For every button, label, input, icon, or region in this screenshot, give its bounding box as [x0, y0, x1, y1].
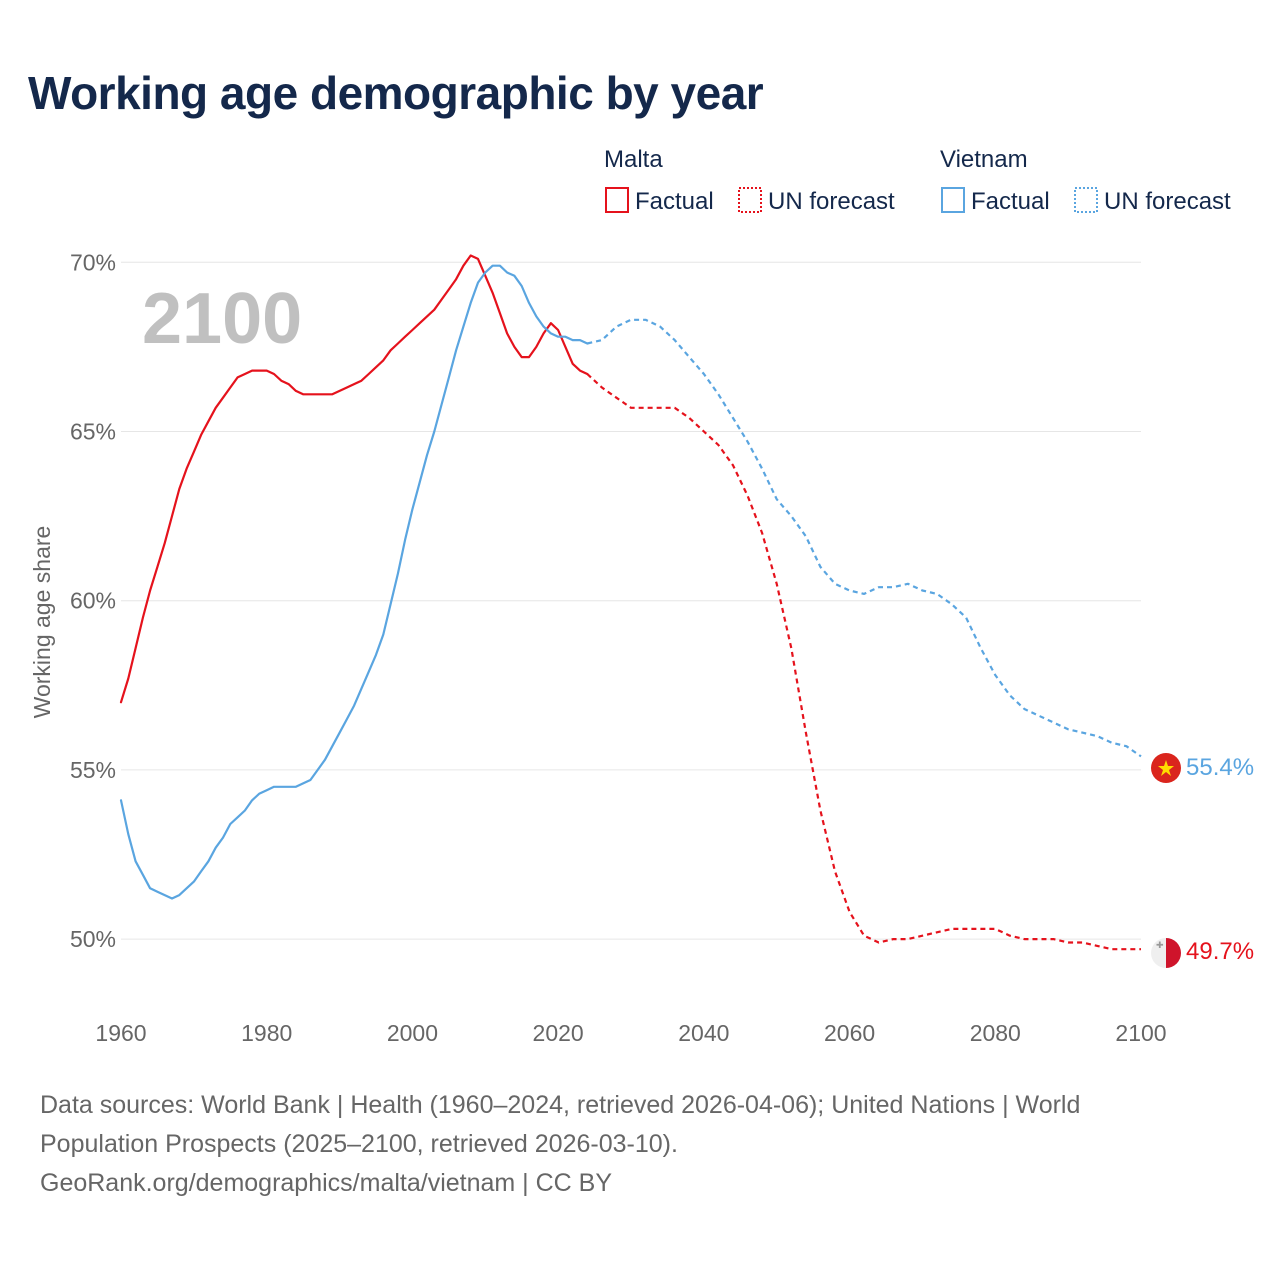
y-tick-label: 55%: [70, 757, 116, 783]
legend-swatch-vietnam-forecast: [1074, 187, 1098, 213]
year-watermark: 2100: [142, 279, 302, 359]
series-line-malta-forecast: [586, 373, 1141, 951]
end-label-malta: 49.7%: [1186, 938, 1254, 965]
x-tick-label: 2000: [387, 1020, 438, 1046]
series-line-vietnam-forecast: [587, 318, 1142, 758]
series-lines: [119, 254, 1142, 951]
x-tick-label: 2060: [824, 1020, 875, 1046]
x-tick-label: 2100: [1115, 1020, 1166, 1046]
x-axis-ticks: 1960 1980 2000 2020 2040 2060 2080 2100: [95, 1020, 1166, 1046]
x-tick-label: 2020: [533, 1020, 584, 1046]
svg-text:✚: ✚: [1156, 940, 1164, 950]
legend-label-malta-forecast: UN forecast: [768, 188, 895, 215]
legend-group-vietnam: Vietnam: [940, 146, 1028, 173]
legend-swatch-malta-forecast: [738, 187, 762, 213]
y-axis-label: Working age share: [29, 526, 55, 719]
x-tick-label: 2080: [970, 1020, 1021, 1046]
footer-line: Population Prospects (2025–2100, retriev…: [40, 1130, 678, 1158]
x-tick-label: 2040: [678, 1020, 729, 1046]
legend-swatch-vietnam-factual: [941, 187, 965, 213]
malta-flag-icon: ✚: [1151, 938, 1181, 968]
series-line-malta-factual: [119, 254, 589, 704]
footer-line: Data sources: World Bank | Health (1960–…: [40, 1091, 1081, 1119]
y-tick-label: 65%: [70, 419, 116, 445]
legend-label-vietnam-factual: Factual: [971, 188, 1050, 215]
legend-group-malta: Malta: [604, 146, 663, 173]
y-tick-label: 50%: [70, 926, 116, 952]
legend: Malta Factual UN forecast Vietnam Factua…: [604, 146, 1231, 215]
y-tick-label: 70%: [70, 249, 116, 275]
vietnam-flag-icon: [1151, 753, 1181, 783]
legend-label-vietnam-forecast: UN forecast: [1104, 188, 1231, 215]
y-tick-label: 60%: [70, 588, 116, 614]
series-line-vietnam-factual: [119, 264, 589, 900]
gridlines: [121, 261, 1141, 940]
y-axis-ticks: 50% 55% 60% 65% 70%: [70, 249, 116, 952]
footer-sources: Data sources: World Bank | Health (1960–…: [40, 1086, 1220, 1203]
legend-swatch-malta-factual: [605, 187, 629, 213]
legend-label-malta-factual: Factual: [635, 188, 714, 215]
x-tick-label: 1960: [95, 1020, 146, 1046]
chart-title: Working age demographic by year: [28, 67, 764, 119]
footer-line: GeoRank.org/demographics/malta/vietnam |…: [40, 1169, 613, 1197]
x-tick-label: 1980: [241, 1020, 292, 1046]
end-label-vietnam: 55.4%: [1186, 754, 1254, 781]
